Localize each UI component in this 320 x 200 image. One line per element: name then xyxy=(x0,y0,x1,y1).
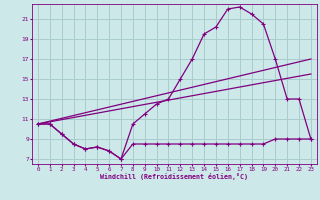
X-axis label: Windchill (Refroidissement éolien,°C): Windchill (Refroidissement éolien,°C) xyxy=(100,173,248,180)
